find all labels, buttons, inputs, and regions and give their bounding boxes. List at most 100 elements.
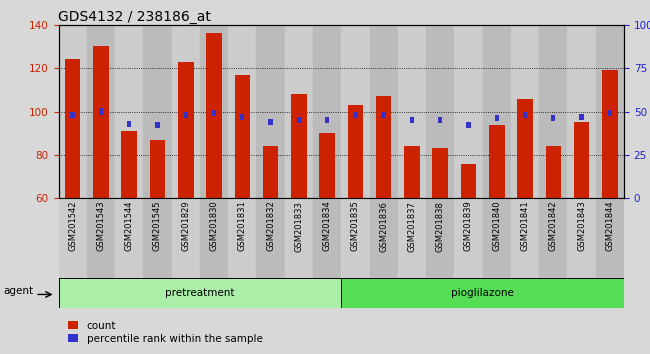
Bar [150,140,165,198]
Bar [240,114,244,120]
Bar [596,25,624,198]
Bar [58,198,87,280]
Text: GSM201543: GSM201543 [96,201,105,251]
Bar [540,25,567,198]
Bar [454,198,482,280]
Text: GSM201834: GSM201834 [322,201,332,251]
Bar [489,125,504,198]
Bar [87,198,115,280]
Bar [410,117,414,123]
Bar [206,33,222,198]
Bar [212,110,216,116]
Bar [285,25,313,198]
Text: GSM201837: GSM201837 [408,201,417,252]
Text: GSM201544: GSM201544 [125,201,134,251]
Bar [58,278,341,308]
Text: GSM201833: GSM201833 [294,201,304,252]
Bar [608,110,612,116]
Bar [235,75,250,198]
Bar [70,112,75,118]
Bar [296,117,301,123]
Bar [567,198,595,280]
Bar [482,25,511,198]
Bar [228,198,256,280]
Text: GDS4132 / 238186_at: GDS4132 / 238186_at [58,10,211,24]
Bar [426,25,454,198]
Bar [545,146,561,198]
Bar [65,59,81,198]
Text: GSM201832: GSM201832 [266,201,275,251]
Bar [579,114,584,120]
Text: GSM201844: GSM201844 [605,201,614,251]
Bar [404,146,420,198]
Bar [256,25,285,198]
Bar [426,198,454,280]
Bar [523,112,527,118]
Bar [313,198,341,280]
Text: GSM201831: GSM201831 [238,201,247,251]
Text: GSM201841: GSM201841 [521,201,530,251]
Text: GSM201830: GSM201830 [209,201,218,251]
Bar [461,164,476,198]
Text: GSM201839: GSM201839 [464,201,473,251]
Bar [369,25,398,198]
Bar [319,133,335,198]
Bar [228,25,256,198]
Bar [398,198,426,280]
Bar [432,148,448,198]
Bar [398,25,426,198]
Bar [155,122,160,129]
Text: GSM201842: GSM201842 [549,201,558,251]
Bar [183,112,188,118]
Text: GSM201835: GSM201835 [351,201,360,251]
Bar [438,117,443,123]
Bar [268,119,273,125]
Bar [466,122,471,129]
Bar [574,122,590,198]
Text: GSM201843: GSM201843 [577,201,586,251]
Bar [87,25,115,198]
Bar [540,198,567,280]
Bar [143,198,172,280]
Bar [200,198,228,280]
Bar [567,25,595,198]
Bar [178,62,194,198]
Text: GSM201836: GSM201836 [379,201,388,252]
Bar [341,278,624,308]
Bar [596,198,624,280]
Bar [172,198,200,280]
Bar [382,112,386,118]
Bar [495,115,499,121]
Text: GSM201545: GSM201545 [153,201,162,251]
Bar [482,198,511,280]
Bar [511,198,540,280]
Bar [602,70,617,198]
Legend: count, percentile rank within the sample: count, percentile rank within the sample [64,317,266,348]
Text: GSM201838: GSM201838 [436,201,445,252]
Bar [93,46,109,198]
Bar [376,96,391,198]
Bar [348,105,363,198]
Bar [353,112,358,118]
Text: GSM201840: GSM201840 [492,201,501,251]
Bar [341,198,369,280]
Bar [127,121,131,127]
Bar [291,94,307,198]
Bar [58,25,87,198]
Bar [200,25,228,198]
Text: GSM201542: GSM201542 [68,201,77,251]
Bar [517,98,533,198]
Bar [172,25,200,198]
Bar [511,25,540,198]
Bar [143,25,172,198]
Bar [285,198,313,280]
Bar [454,25,482,198]
Bar [551,115,556,121]
Bar [341,25,369,198]
Bar [256,198,285,280]
Text: agent: agent [3,286,33,296]
Bar [325,117,330,123]
Text: GSM201829: GSM201829 [181,201,190,251]
Text: pioglilazone: pioglilazone [451,288,514,298]
Bar [313,25,341,198]
